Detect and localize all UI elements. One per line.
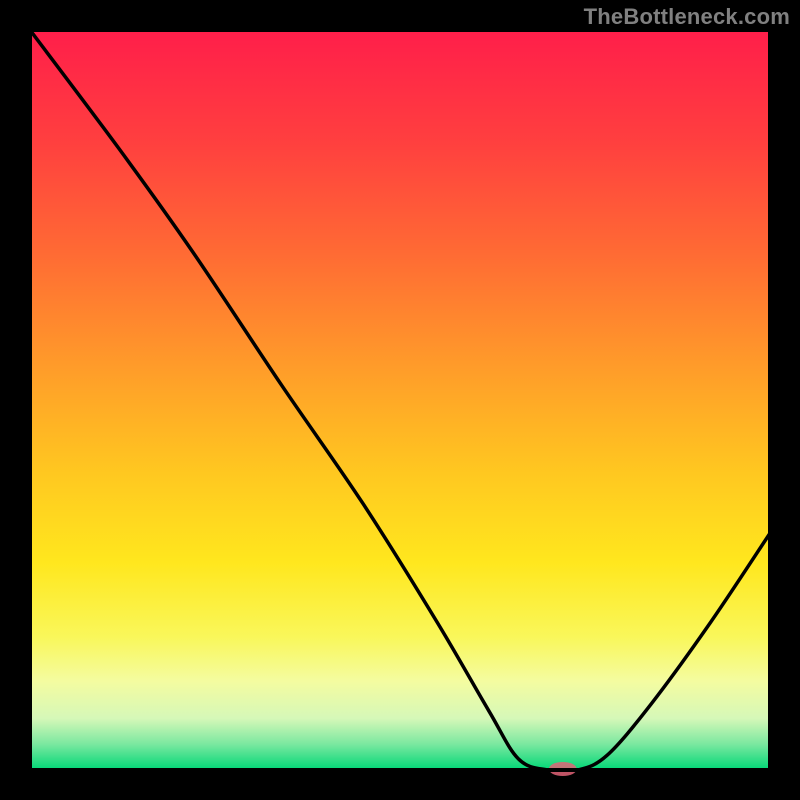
plot-background [30, 30, 770, 770]
watermark-label: TheBottleneck.com [584, 4, 790, 30]
chart-root: TheBottleneck.com [0, 0, 800, 800]
chart-svg [0, 0, 800, 800]
